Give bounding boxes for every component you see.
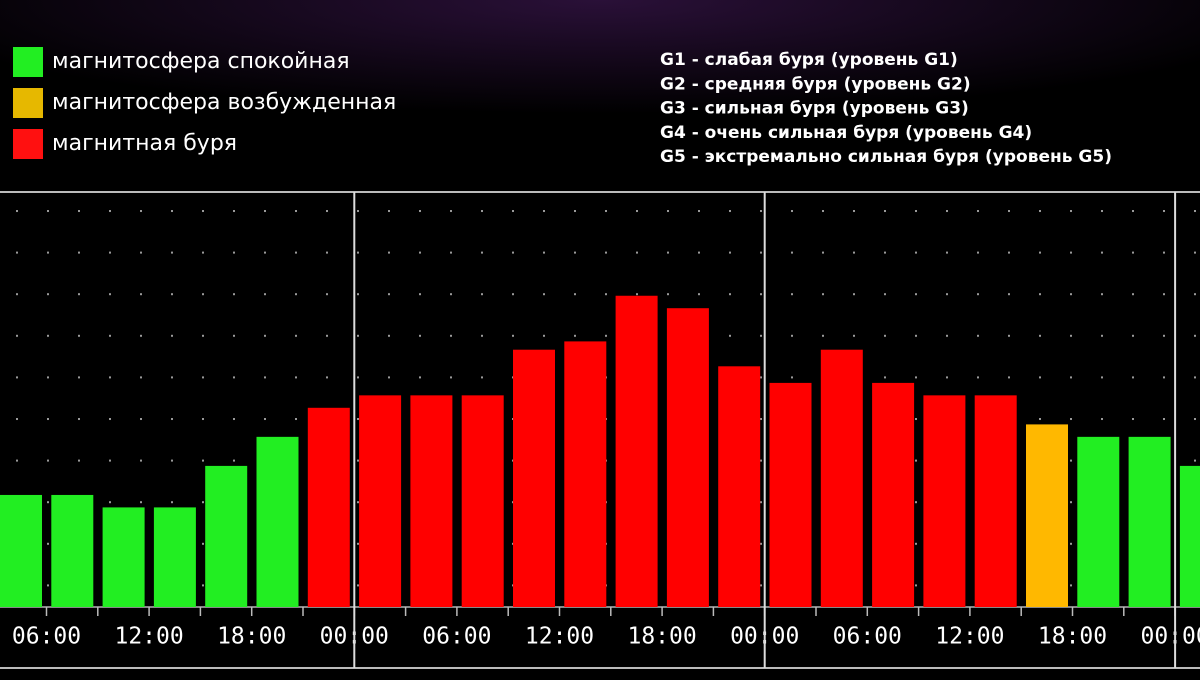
legend-label: магнитосфера возбужденная bbox=[52, 90, 396, 115]
bar bbox=[820, 349, 863, 607]
bar bbox=[256, 436, 299, 607]
bar bbox=[359, 395, 402, 607]
x-tick-label: 12:00 bbox=[525, 624, 594, 650]
x-tick-label: 12:00 bbox=[114, 624, 183, 650]
storm-level: G5 - экстремально сильная буря (уровень … bbox=[660, 147, 1112, 167]
x-tick-label: 18:00 bbox=[627, 624, 696, 650]
bar bbox=[718, 366, 761, 607]
bar bbox=[872, 382, 915, 607]
bar bbox=[307, 407, 350, 607]
bar bbox=[1026, 424, 1068, 607]
legend-swatch bbox=[13, 47, 43, 77]
storm-level: G1 - слабая буря (уровень G1) bbox=[660, 50, 958, 70]
x-tick-label: 06:00 bbox=[422, 624, 491, 650]
storm-level: G2 - средняя буря (уровень G2) bbox=[660, 74, 971, 94]
background-haze bbox=[0, 0, 1200, 190]
x-tick-label: 06:00 bbox=[12, 624, 81, 650]
bar bbox=[205, 465, 248, 607]
bar bbox=[666, 308, 709, 607]
legend-swatch bbox=[13, 129, 43, 159]
bar bbox=[1077, 436, 1120, 607]
bar bbox=[615, 295, 658, 607]
x-tick-label: 18:00 bbox=[1038, 624, 1107, 650]
storm-levels: G1 - слабая буря (уровень G1) G2 - средня… bbox=[660, 50, 1112, 167]
bar bbox=[102, 507, 145, 607]
legend-swatch bbox=[13, 88, 43, 118]
bar bbox=[153, 507, 196, 607]
bar bbox=[1179, 465, 1200, 607]
bar bbox=[461, 395, 504, 607]
legend-label: магнитосфера спокойная bbox=[52, 49, 350, 74]
storm-level: G3 - сильная буря (уровень G3) bbox=[660, 99, 969, 119]
bars bbox=[0, 295, 1200, 607]
x-tick-label: 18:00 bbox=[217, 624, 286, 650]
bar bbox=[410, 395, 453, 607]
x-tick-label: 12:00 bbox=[935, 624, 1004, 650]
legend-label: магнитная буря bbox=[52, 131, 237, 156]
bar bbox=[923, 395, 966, 607]
bar bbox=[1128, 436, 1171, 607]
bar bbox=[769, 382, 812, 607]
bar bbox=[564, 341, 607, 607]
x-tick-label: 00:00 bbox=[1140, 624, 1200, 650]
bar bbox=[51, 494, 94, 607]
bar bbox=[0, 494, 42, 607]
x-axis: 06:00 12:00 18:00 00:00 06:00 12:00 18:00 00:00… bbox=[12, 192, 1200, 668]
bar bbox=[513, 349, 555, 607]
bar bbox=[974, 395, 1017, 607]
x-tick-label: 06:00 bbox=[833, 624, 902, 650]
legend: магнитосфера спокойная магнитосфера возбу… bbox=[13, 47, 396, 159]
storm-level: G4 - очень сильная буря (уровень G4) bbox=[660, 123, 1032, 143]
